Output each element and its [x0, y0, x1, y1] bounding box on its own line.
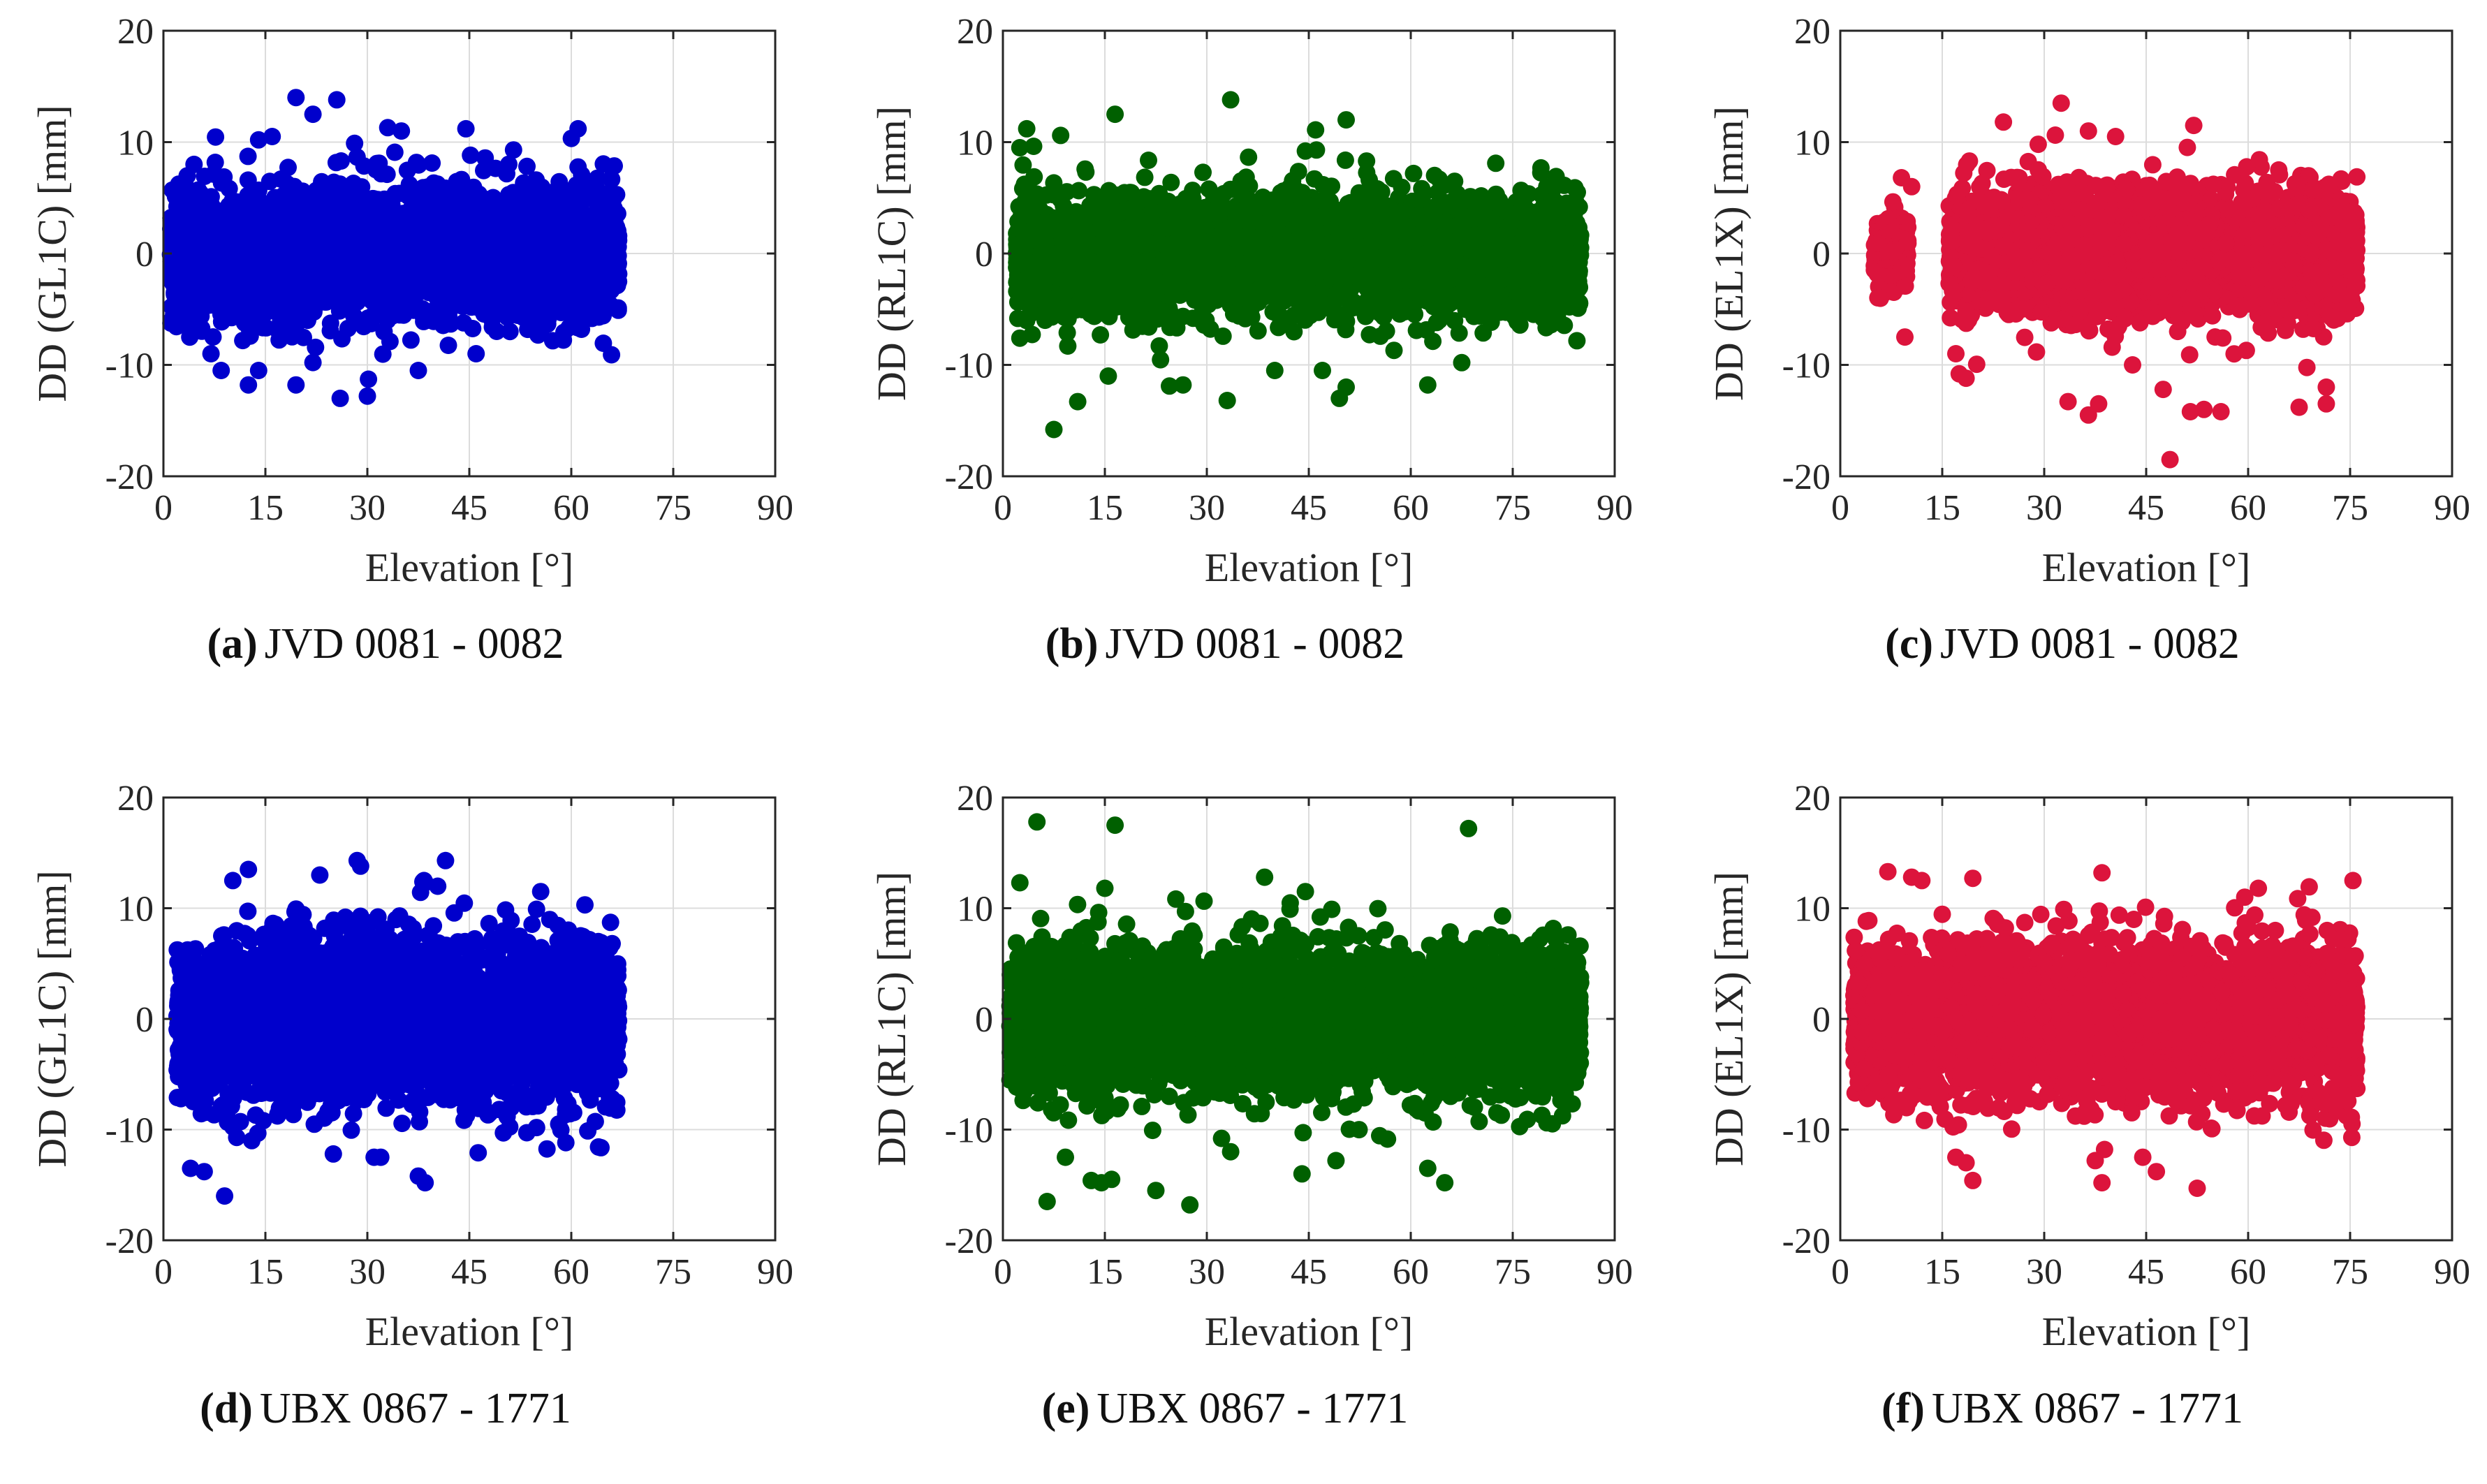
scatter-point: [402, 331, 420, 348]
scatter-point: [475, 162, 492, 179]
scatter-point: [350, 273, 367, 291]
scatter-point: [464, 320, 481, 337]
scatter-point: [432, 284, 449, 302]
scatter-point: [501, 323, 519, 340]
scatter-point: [360, 371, 377, 388]
scatter-point: [570, 194, 587, 212]
scatter-point: [254, 221, 272, 238]
scatter-point: [279, 159, 297, 176]
scatter-point: [349, 148, 366, 166]
scatter-point: [390, 185, 408, 203]
scatter-point: [604, 239, 622, 256]
scatter-point: [487, 306, 504, 323]
scatter-point: [193, 320, 210, 337]
scatter-point: [448, 205, 465, 222]
scatter-point: [256, 305, 274, 323]
scatter-point: [221, 180, 238, 198]
scatter-point: [306, 281, 323, 298]
scatter-point: [414, 300, 432, 318]
scatter-point: [462, 147, 479, 164]
scatter-point: [453, 171, 470, 189]
scatter-point: [442, 315, 460, 332]
scatter-point: [328, 154, 345, 171]
scatter-point: [308, 182, 325, 199]
scatter-point: [355, 318, 372, 335]
scatter-point: [176, 176, 193, 193]
scatter-point: [368, 155, 386, 172]
scatter-point: [410, 156, 427, 174]
scatter-point: [207, 128, 224, 146]
scatter-point: [173, 315, 191, 332]
scatter-point: [591, 189, 608, 206]
scatter-point: [386, 144, 404, 161]
scatter-point: [297, 309, 314, 327]
scatter-point: [608, 219, 625, 236]
scatter-point: [295, 329, 312, 346]
scatter-point: [322, 314, 339, 332]
scatter-point: [237, 304, 255, 321]
scatter-point: [569, 159, 587, 176]
scatter-point: [248, 283, 265, 300]
scatter-point: [343, 296, 360, 314]
scatter-point: [602, 297, 619, 314]
scatter-point: [594, 335, 612, 352]
scatter-point: [572, 277, 589, 295]
scatter-point: [369, 191, 387, 208]
scatter-point: [374, 346, 392, 363]
scatter-point: [440, 337, 457, 354]
scatter-point: [240, 147, 257, 165]
scatter-point: [240, 171, 257, 189]
scatter-point: [205, 166, 222, 183]
scatter-point: [240, 194, 258, 212]
scatter-point: [197, 206, 214, 223]
scatter-point: [578, 173, 596, 191]
scatter-point: [426, 176, 443, 193]
scatter-point: [332, 188, 350, 205]
scatter-point: [282, 291, 300, 309]
scatter-point: [339, 320, 357, 337]
scatter-point: [305, 354, 322, 372]
